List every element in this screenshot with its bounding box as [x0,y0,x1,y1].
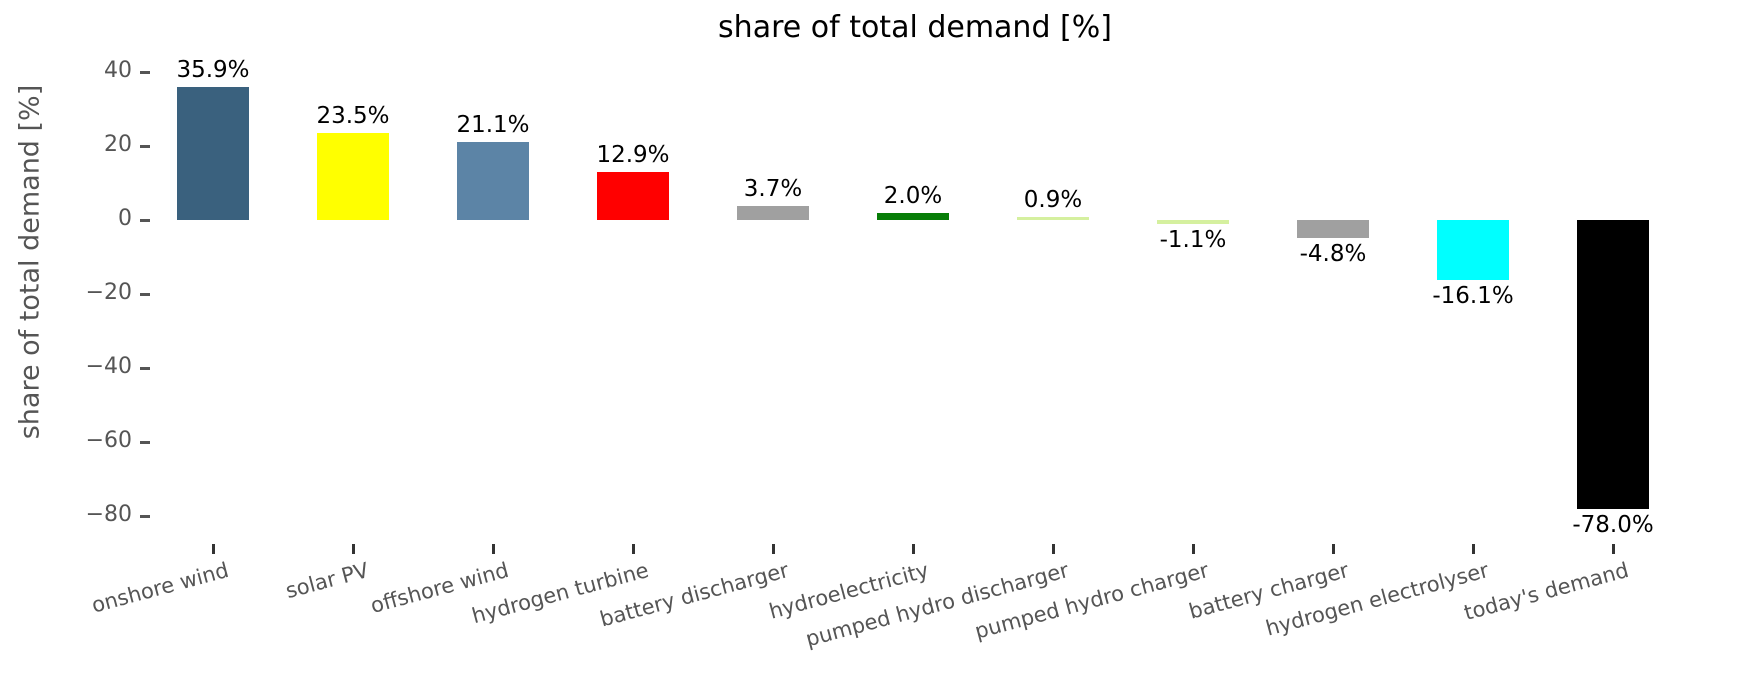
x-tick-mark [1191,544,1195,554]
bar [1437,220,1509,280]
y-tick-label: 20 [104,132,132,157]
chart-title: share of total demand [%] [718,10,1112,45]
x-tick-mark [1051,544,1055,554]
bar-value-label: 2.0% [883,182,943,209]
y-tick-label: 0 [118,206,132,231]
x-tick-mark [1471,544,1475,554]
y-tick-label: −60 [85,428,132,453]
bar-value-label: -1.1% [1159,227,1227,254]
y-tick-mark [140,292,150,296]
x-tick-mark [1611,544,1615,554]
y-tick-mark [140,70,150,74]
x-tick-mark [631,544,635,554]
bar [317,133,389,220]
bar [457,141,529,220]
x-tick-mark [771,544,775,554]
x-tick-mark [211,544,215,554]
bar-value-label: 12.9% [596,142,670,169]
bar [877,212,949,220]
bar [597,172,669,220]
y-tick-mark [140,514,150,518]
bar-value-label: 23.5% [316,103,390,130]
y-tick-label: −20 [85,280,132,305]
bar [1017,216,1089,220]
y-tick-mark [140,366,150,370]
bar-value-label: 0.9% [1023,186,1083,213]
y-tick-mark [140,218,150,222]
bar-value-label: 21.1% [456,111,530,138]
bar-value-label: 35.9% [176,57,250,84]
x-tick-mark [911,544,915,554]
bar-value-label: -78.0% [1572,511,1654,538]
y-tick-mark [140,144,150,148]
y-tick-mark [140,440,150,444]
bar [1157,220,1229,225]
y-tick-label: −80 [85,502,132,527]
x-tick-mark [1331,544,1335,554]
x-tick-mark [351,544,355,554]
bar [737,206,809,220]
y-tick-label: −40 [85,354,132,379]
x-tick-mark [491,544,495,554]
bar [177,87,249,220]
bar-value-label: -4.8% [1299,240,1367,267]
bar [1297,220,1369,238]
bar-value-label: 3.7% [743,176,803,203]
y-tick-label: 40 [104,58,132,83]
bar [1577,220,1649,509]
bar-value-label: -16.1% [1432,282,1514,309]
